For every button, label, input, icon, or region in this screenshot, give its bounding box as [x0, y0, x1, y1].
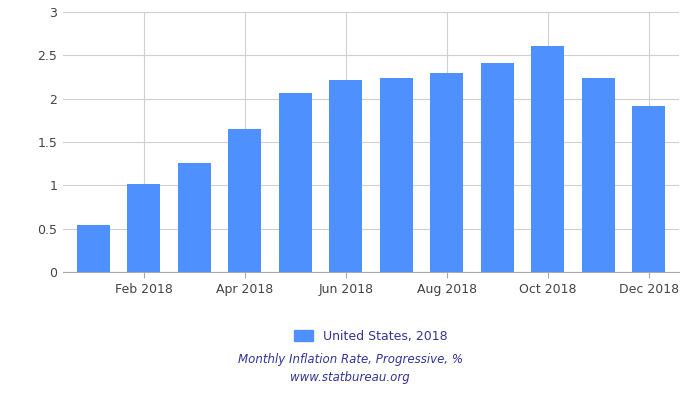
Bar [531, 46, 564, 272]
Bar [279, 94, 312, 272]
Text: www.statbureau.org: www.statbureau.org [290, 372, 410, 384]
Bar [481, 63, 514, 272]
Bar [582, 78, 615, 272]
Bar [430, 73, 463, 272]
Bar [228, 129, 261, 272]
Bar [77, 225, 110, 272]
Bar [632, 106, 665, 272]
Bar [329, 80, 362, 272]
Bar [178, 163, 211, 272]
Bar [380, 78, 413, 272]
Bar [127, 184, 160, 272]
Legend: United States, 2018: United States, 2018 [289, 325, 453, 348]
Text: Monthly Inflation Rate, Progressive, %: Monthly Inflation Rate, Progressive, % [237, 354, 463, 366]
